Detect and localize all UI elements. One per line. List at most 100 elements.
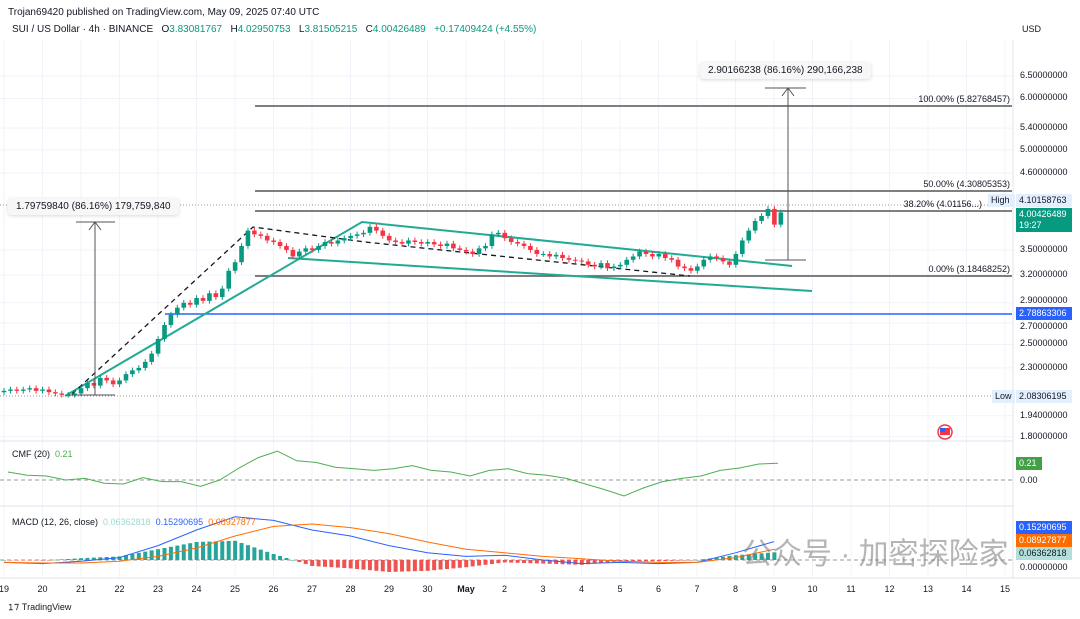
time-tick: 3	[540, 584, 546, 594]
candle-down	[329, 242, 334, 244]
macd-hist-bar	[34, 560, 39, 561]
macd-hist-bar	[541, 560, 546, 564]
macd-hist-bar	[181, 544, 186, 560]
candle-up	[476, 248, 482, 254]
macd-hist-bar	[534, 560, 539, 564]
candle-down	[521, 243, 527, 246]
price-tick: 6.00000000	[1020, 92, 1068, 103]
signal-line	[3, 523, 775, 564]
candle-down	[110, 380, 116, 385]
macd-label: MACD (12, 26, close)	[12, 517, 99, 527]
high-price-label: 4.10158763	[1016, 194, 1072, 207]
time-tick: 26	[268, 584, 279, 594]
macd-hist-bar	[265, 551, 270, 560]
macd-hist-bar	[213, 541, 218, 560]
macd-hist-bar	[599, 560, 604, 563]
macd-hist-bar	[66, 559, 71, 560]
macd-hist-bar	[130, 554, 135, 560]
candle-down	[643, 251, 649, 254]
candle-up	[740, 240, 745, 254]
macd-hist-bar	[2, 560, 6, 561]
candle-up	[123, 374, 129, 381]
macd-hist-bar	[444, 560, 449, 569]
price-tick: 2.30000000	[1020, 361, 1068, 372]
macd-hist-bar	[688, 560, 693, 561]
cmf-value-label: 0.21	[1016, 457, 1042, 470]
time-tick: 9	[771, 584, 777, 594]
candle-down	[380, 230, 386, 236]
candle-down	[585, 261, 591, 265]
cmf-value: 0.21	[55, 449, 73, 459]
change-value: +0.17409424 (+4.55%)	[434, 24, 537, 35]
time-tick: May	[457, 584, 475, 594]
price-tick: 6.50000000	[1020, 70, 1068, 80]
price-tick: 2.50000000	[1020, 338, 1068, 349]
fib-0-label: 0.00% (3.18468252)	[928, 264, 1010, 274]
macd-hist-bar	[772, 552, 777, 560]
macd-hist-bar	[329, 560, 334, 568]
candle-up	[611, 266, 617, 269]
macd-hist-bar	[669, 560, 674, 561]
candle-up	[367, 226, 373, 233]
macd-hist-bar	[310, 560, 315, 566]
macd-hist-bar	[412, 560, 417, 572]
high-value: 4.02950753	[237, 24, 291, 35]
macd-hist-bar	[586, 560, 591, 565]
macd-hist-bar	[117, 556, 122, 560]
tradingview-logo[interactable]: 𝟷𝟽 TradingView	[8, 602, 72, 612]
time-tick: 29	[383, 584, 395, 594]
candle-up	[219, 288, 225, 298]
candle-down	[284, 245, 289, 250]
close-label: C	[365, 24, 373, 35]
macd-hist-bar	[464, 560, 469, 568]
macd-value: 0.15290695	[155, 517, 204, 527]
macd-hist-bar	[663, 560, 668, 561]
macd-hist-bar	[644, 560, 648, 562]
macd-hist-bar	[605, 560, 610, 563]
candle-down	[290, 249, 296, 257]
macd-hist-bar	[554, 560, 559, 564]
macd-zero-tick: 0.00000000	[1020, 562, 1068, 572]
candle-up	[707, 256, 713, 260]
macd-hist-bar	[765, 552, 770, 560]
arrow-up-icon	[88, 221, 102, 231]
macd-hist-bar	[509, 560, 514, 563]
candle-down	[431, 242, 437, 245]
candle-down	[46, 389, 52, 393]
macd-hist-bar	[335, 560, 340, 568]
candle-up	[553, 254, 559, 257]
candle-up	[348, 235, 353, 239]
candle-up	[759, 215, 764, 221]
fib-382-label: 38.20% (4.01156...)	[903, 199, 982, 209]
candle-down	[579, 260, 585, 262]
candle-up	[162, 324, 167, 339]
candle-up	[752, 220, 758, 231]
candle-up	[40, 389, 45, 391]
macd-hist-bar	[40, 560, 45, 561]
time-tick: 27	[306, 584, 318, 594]
grid	[0, 40, 1013, 578]
candle-up	[354, 234, 360, 236]
open-value: 3.83081767	[169, 24, 223, 35]
macd-hist-bar	[451, 560, 456, 569]
macd-hist-bar	[746, 554, 751, 560]
currency-label[interactable]: USD	[1022, 24, 1042, 34]
symbol-name[interactable]: SUI / US Dollar · 4h · BINANCE	[12, 24, 154, 35]
candle-up	[78, 388, 84, 394]
macd-hist-bar	[245, 545, 250, 560]
macd-hist-bar	[624, 560, 629, 562]
candle-up	[540, 253, 546, 255]
macd-hist-bar	[348, 560, 353, 569]
candle-up	[142, 361, 148, 368]
macd-hist-bar	[162, 548, 167, 560]
candle-up	[175, 307, 180, 315]
macd-hist-bar	[46, 560, 51, 561]
time-tick: 2	[501, 584, 508, 594]
macd-hist-bar	[502, 560, 507, 563]
candle-up	[8, 389, 13, 391]
watermark: 公众号 · 加密探险家	[742, 538, 1009, 571]
candle-down	[277, 242, 283, 246]
macd-hist-bar	[380, 560, 385, 572]
macd-hist-bar	[233, 540, 238, 560]
